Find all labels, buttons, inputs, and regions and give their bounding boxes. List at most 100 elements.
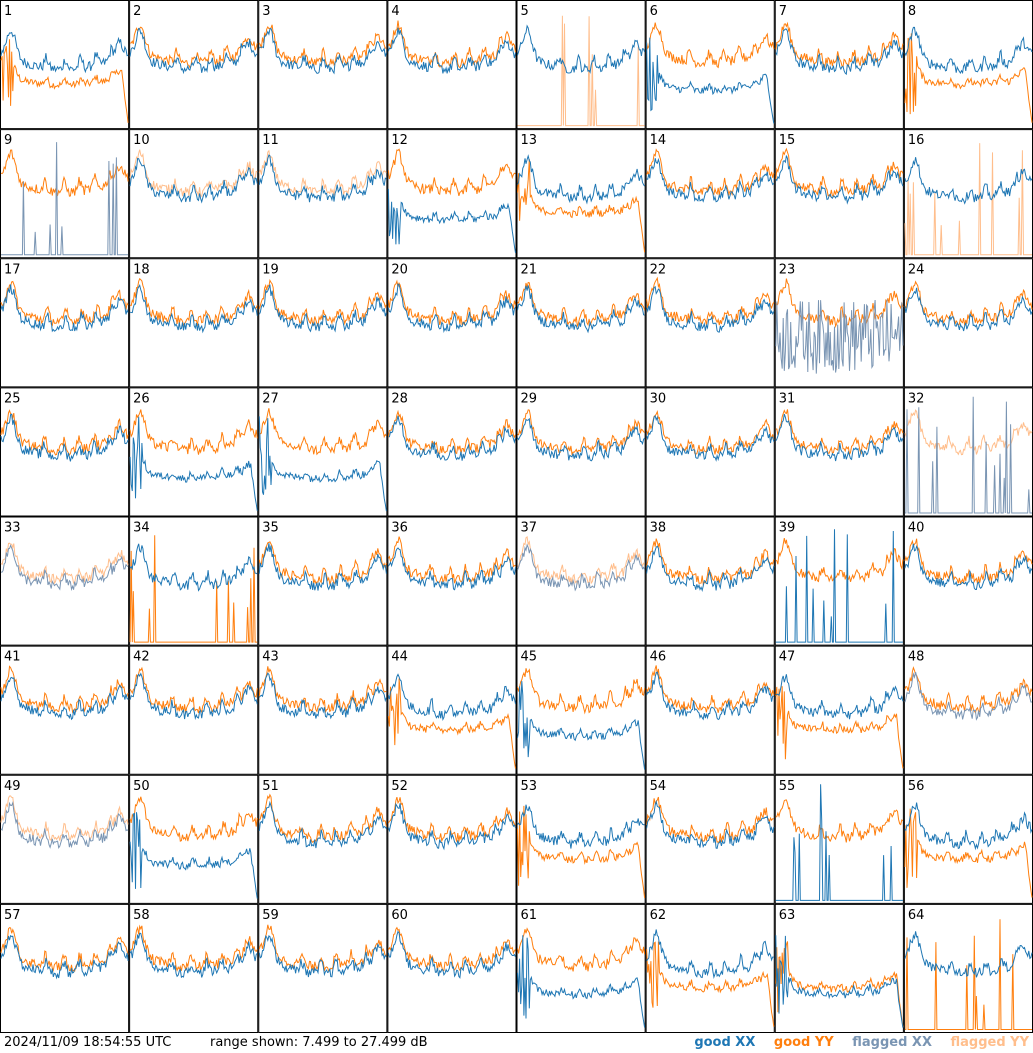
series-yy-57 bbox=[0, 927, 129, 972]
series-yy-50 bbox=[129, 796, 258, 842]
tile-border bbox=[0, 645, 130, 775]
tile-border bbox=[387, 774, 517, 904]
tile-24: 24 bbox=[903, 258, 1033, 388]
series-xx-40 bbox=[904, 543, 1033, 590]
series-xx-13 bbox=[517, 154, 645, 205]
tile-44: 44 bbox=[387, 645, 517, 775]
tile-label: 18 bbox=[133, 262, 150, 277]
tile-22: 22 bbox=[645, 258, 775, 388]
series-yy-34 bbox=[129, 535, 258, 643]
tile-31: 31 bbox=[774, 387, 904, 517]
tile-border bbox=[0, 387, 130, 517]
legend-good-xx: good XX bbox=[694, 1035, 756, 1050]
series-xx-21 bbox=[517, 285, 645, 334]
tile-38: 38 bbox=[645, 516, 775, 646]
tile-border bbox=[516, 903, 646, 1033]
series-yy-39 bbox=[775, 538, 904, 583]
series-yy-64 bbox=[904, 919, 1032, 1030]
series-yy-21 bbox=[517, 281, 646, 328]
series-xx-53 bbox=[517, 804, 645, 849]
tile-label: 34 bbox=[133, 521, 150, 536]
tile-border bbox=[645, 774, 775, 904]
tile-label: 51 bbox=[262, 779, 279, 794]
series-yy-10 bbox=[129, 149, 258, 197]
series-yy-61 bbox=[517, 927, 646, 972]
series-yy-51 bbox=[258, 793, 387, 844]
tile-border bbox=[129, 129, 259, 259]
series-xx-46 bbox=[646, 671, 774, 721]
tile-label: 63 bbox=[779, 908, 796, 923]
tile-label: 22 bbox=[650, 262, 667, 277]
tile-61: 61 bbox=[516, 903, 646, 1033]
series-xx-4 bbox=[387, 27, 516, 74]
tile-label: 12 bbox=[391, 133, 408, 148]
tile-label: 46 bbox=[650, 650, 667, 665]
tile-37: 37 bbox=[516, 516, 646, 646]
series-xx-64 bbox=[904, 931, 1033, 978]
tile-10: 10 bbox=[129, 129, 259, 259]
series-xx-56 bbox=[904, 802, 1033, 851]
tile-58: 58 bbox=[129, 903, 259, 1033]
tile-border bbox=[903, 516, 1033, 646]
tile-border bbox=[774, 129, 904, 259]
tile-border bbox=[516, 774, 646, 904]
tile-border bbox=[774, 516, 904, 646]
series-yy-1 bbox=[0, 39, 129, 123]
series-yy-47 bbox=[775, 686, 904, 769]
tile-border bbox=[387, 129, 517, 259]
tile-41: 41 bbox=[0, 645, 130, 775]
tile-4: 4 bbox=[387, 0, 517, 130]
tile-label: 37 bbox=[521, 521, 538, 536]
tile-label: 40 bbox=[908, 521, 925, 536]
series-yy-27 bbox=[258, 408, 387, 456]
tile-border bbox=[645, 258, 775, 388]
series-xx-60 bbox=[387, 930, 516, 979]
tile-label: 33 bbox=[4, 521, 21, 536]
tile-label: 31 bbox=[779, 391, 796, 406]
tile-label: 47 bbox=[779, 650, 796, 665]
series-yy-43 bbox=[258, 666, 387, 714]
series-xx-28 bbox=[388, 415, 516, 461]
series-xx-26 bbox=[129, 416, 258, 511]
tile-12: 12 bbox=[387, 129, 517, 259]
series-yy-20 bbox=[387, 279, 516, 326]
series-xx-24 bbox=[904, 287, 1033, 332]
tile-border bbox=[258, 0, 388, 130]
tile-label: 16 bbox=[908, 133, 925, 148]
tile-label: 2 bbox=[133, 4, 141, 19]
tile-49: 49 bbox=[0, 774, 130, 904]
tile-53: 53 bbox=[516, 774, 646, 904]
series-xx-38 bbox=[646, 545, 775, 593]
tile-border bbox=[0, 0, 130, 130]
tile-label: 11 bbox=[262, 133, 279, 148]
tile-30: 30 bbox=[645, 387, 775, 517]
series-yy-16 bbox=[904, 143, 1032, 256]
series-yy-58 bbox=[129, 924, 258, 972]
tile-label: 20 bbox=[391, 262, 408, 277]
tile-label: 55 bbox=[779, 779, 796, 794]
tile-border bbox=[645, 903, 775, 1033]
tile-border bbox=[516, 387, 646, 517]
tile-label: 61 bbox=[521, 908, 538, 923]
series-yy-48 bbox=[904, 666, 1033, 714]
series-yy-62 bbox=[646, 941, 775, 1027]
tile-label: 38 bbox=[650, 521, 667, 536]
series-xx-44 bbox=[387, 673, 516, 722]
tile-label: 64 bbox=[908, 908, 925, 923]
tile-border bbox=[903, 903, 1033, 1033]
series-xx-48 bbox=[904, 671, 1032, 721]
range-text: range shown: 7.499 to 27.499 dB bbox=[210, 1035, 428, 1050]
series-xx-57 bbox=[0, 934, 129, 980]
series-xx-36 bbox=[387, 547, 516, 591]
tile-label: 26 bbox=[133, 391, 150, 406]
tile-label: 27 bbox=[262, 391, 279, 406]
series-xx-25 bbox=[0, 413, 129, 462]
tile-59: 59 bbox=[258, 903, 388, 1033]
series-yy-17 bbox=[0, 280, 129, 327]
tile-23: 23 bbox=[774, 258, 904, 388]
series-yy-13 bbox=[517, 158, 646, 253]
tile-56: 56 bbox=[903, 774, 1033, 904]
tile-16: 16 bbox=[903, 129, 1033, 259]
tile-label: 52 bbox=[391, 779, 408, 794]
